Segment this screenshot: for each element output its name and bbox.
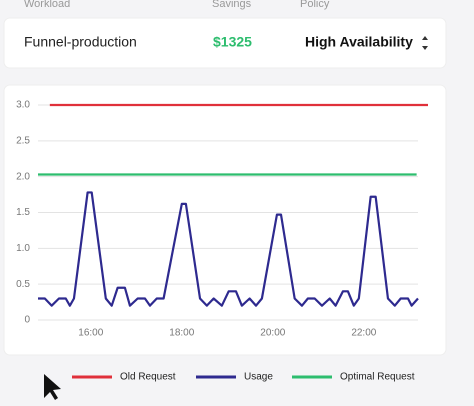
column-header: Savings [212,0,252,10]
legend-label: Optimal Request [340,372,415,383]
savings: $1325 [213,34,252,50]
chart-card [3,84,447,356]
y-tick-label: 1.0 [16,243,30,254]
y-tick-label: 2.0 [16,171,30,182]
policy-select[interactable]: High Availability [305,34,413,50]
y-tick-label: 1.5 [16,207,30,218]
legend-label: Usage [244,372,273,383]
y-tick-label: 3.0 [16,100,30,111]
series-line [38,191,419,307]
workload-name: Funnel-production [24,34,137,50]
chart: 0 0.5 1.0 1.5 2.0 2.5 3.0 16:00 18:00 20:00 22:00 O… [16,100,428,383]
cursor [44,374,61,400]
y-tick-label: 0.5 [16,279,30,290]
column-header: Workload [24,0,70,10]
x-tick-label: 20:00 [260,328,285,339]
column-header: Policy [300,0,330,10]
select-arrows[interactable] [422,36,428,50]
x-tick-label: 22:00 [351,328,376,339]
legend-label: Old Request [120,372,176,383]
x-tick-label: 16:00 [78,328,103,339]
y-tick-label: 2.5 [16,135,30,146]
x-tick-label: 18:00 [169,328,194,339]
y-tick-label: 0 [24,315,30,326]
workload-card [3,17,447,69]
